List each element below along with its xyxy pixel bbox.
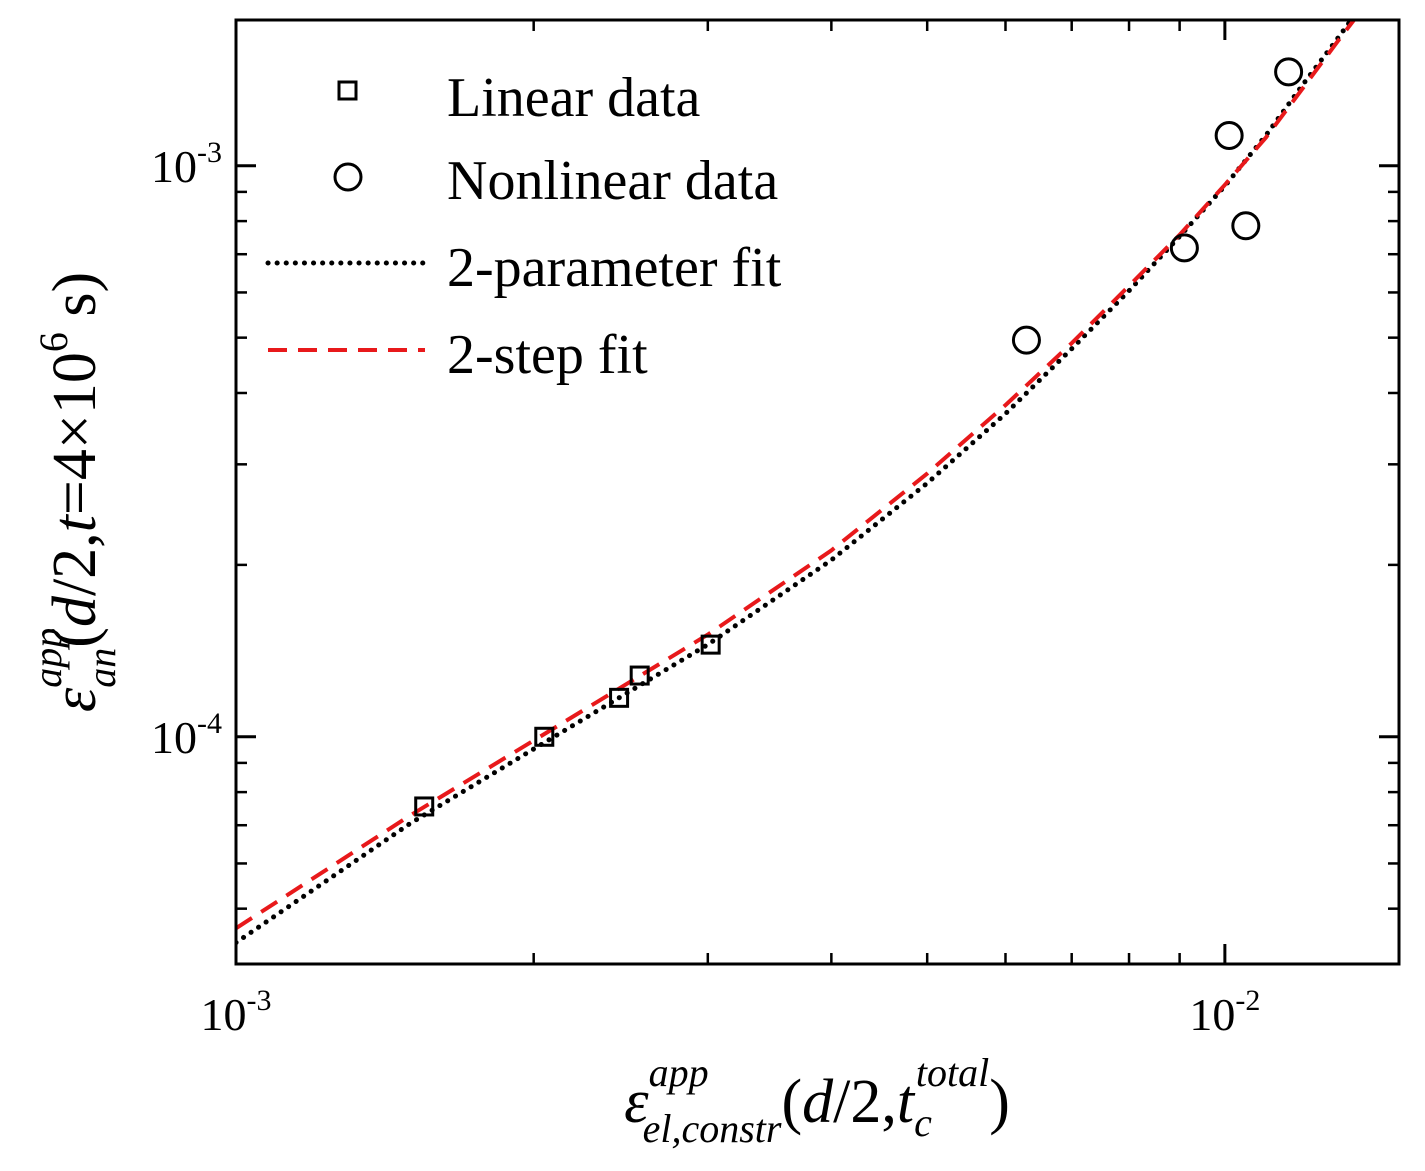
nonlinear-data-point (1231, 211, 1261, 241)
linear-data-point (534, 726, 555, 747)
legend-label-2-step: 2-step fit (447, 324, 648, 386)
nonlinear-data-point (1274, 57, 1304, 87)
legend-label-2-parameter: 2-parameter fit (447, 237, 782, 299)
x-axis-title: εapp el,constr(d/2,tctotal) (624, 1050, 1010, 1151)
nonlinear-data-point (1169, 233, 1199, 263)
linear-data-point (629, 665, 650, 686)
y-axis-title: εapp an(d/2,t=4×106 s) (25, 272, 124, 712)
fit-lines (236, 20, 1357, 946)
major-ticks (236, 20, 1399, 964)
legend-entry-nonlinear: Nonlinear data (333, 150, 778, 212)
linear-data-point (700, 634, 721, 655)
legend-square-marker (337, 80, 358, 101)
two-parameter-fit-line (236, 20, 1355, 946)
y-tick-label: 10-4 (151, 707, 222, 763)
legend-entry-linear: Linear data (337, 67, 701, 129)
x-tick-label: 10-3 (201, 984, 272, 1040)
x-tick-label: 10-2 (1189, 984, 1260, 1040)
legend-entry-2-parameter: 2-parameter fit (265, 237, 782, 299)
legend-label-linear: Linear data (447, 67, 701, 129)
legend-label-nonlinear: Nonlinear data (447, 150, 778, 212)
data-markers (414, 57, 1304, 817)
two-step-fit-line (236, 20, 1357, 930)
tick-labels: 10-3 10-2 10-4 10-3 (151, 136, 1260, 1040)
linear-data-point (609, 687, 630, 708)
legend: Linear data Nonlinear data 2-parameter f… (265, 67, 782, 386)
y-tick-label: 10-3 (151, 136, 222, 192)
plot-frame (234, 18, 1401, 966)
legend-entry-2-step: 2-step fit (268, 324, 648, 386)
linear-data-point (414, 796, 435, 817)
nonlinear-data-point (1011, 325, 1041, 355)
nonlinear-data-point (1214, 120, 1244, 150)
minor-ticks (236, 20, 1399, 966)
legend-circle-marker (333, 162, 363, 192)
